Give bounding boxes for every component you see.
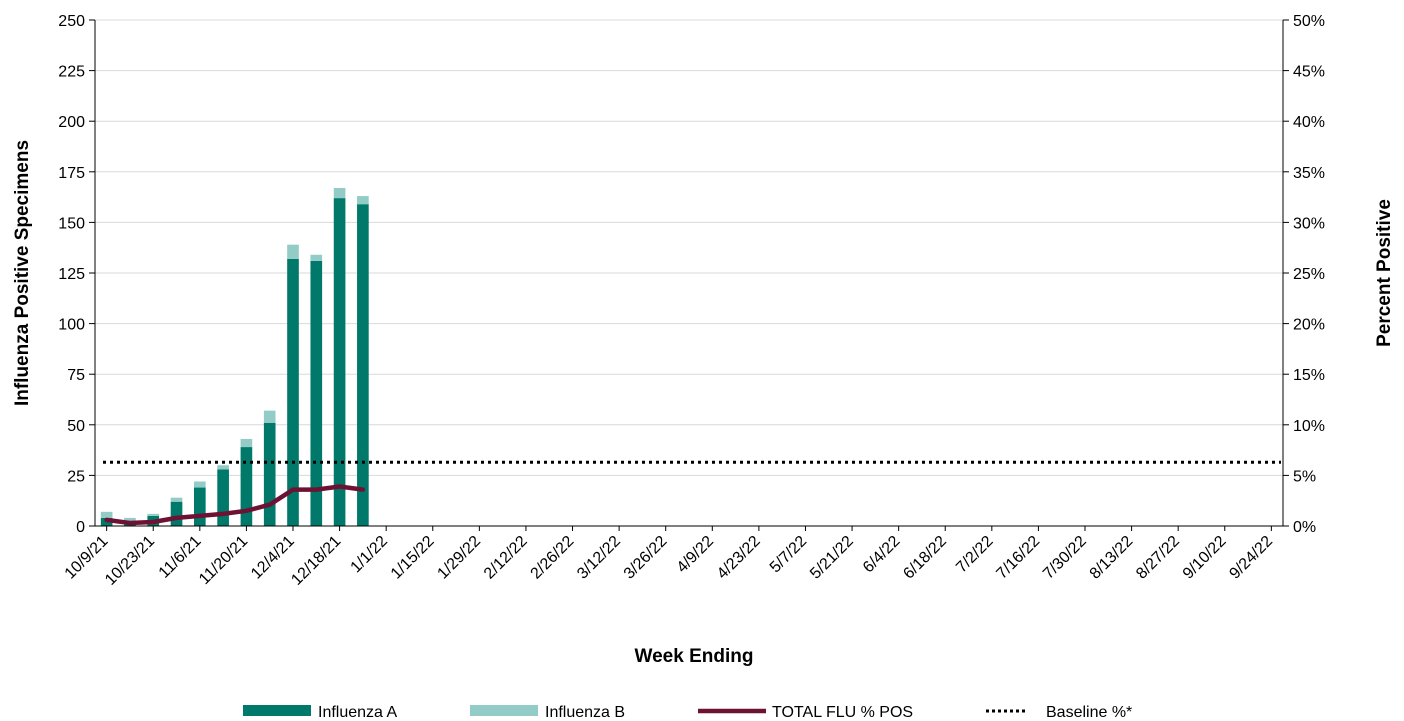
- bar-influenza-a: [357, 204, 369, 526]
- left-axis-ticks: 0 25 50 75 100 125 150 175 200 225 250: [58, 13, 95, 536]
- legend-swatch-influenza-a: [243, 705, 311, 716]
- x-tick-label: 4/9/22: [674, 533, 718, 577]
- y-tick-label: 50: [67, 418, 85, 435]
- bars: [100, 187, 369, 526]
- y2-tick-label: 5%: [1293, 468, 1316, 485]
- y2-tick-label: 35%: [1293, 165, 1325, 182]
- bar-influenza-b: [124, 517, 136, 522]
- x-tick-label: 2/26/22: [528, 533, 578, 583]
- y2-tick-label: 45%: [1293, 64, 1325, 81]
- y-tick-label: 100: [58, 317, 85, 334]
- bar-influenza-a: [263, 422, 276, 526]
- y2-tick-label: 40%: [1293, 114, 1325, 131]
- bar-influenza-b: [240, 438, 253, 448]
- bar-influenza-a: [287, 258, 299, 526]
- bar-influenza-b: [357, 196, 369, 205]
- right-axis-ticks: 0% 5% 10% 15% 20% 25% 30% 35% 40% 45% 50%: [1283, 13, 1325, 536]
- x-tick-label: 1/29/22: [434, 533, 484, 583]
- y-tick-label: 225: [58, 64, 85, 81]
- x-tick-label: 9/24/22: [1226, 533, 1276, 583]
- bar-influenza-b: [310, 254, 323, 261]
- legend-swatch-influenza-b: [470, 705, 538, 716]
- x-tick-label: 8/27/22: [1133, 533, 1183, 583]
- x-tick-label: 4/23/22: [714, 533, 764, 583]
- x-tick-label: 9/10/22: [1180, 533, 1230, 583]
- x-tick-label: 1/15/22: [388, 533, 438, 583]
- y-tick-label: 25: [67, 468, 85, 485]
- y2-tick-label: 50%: [1293, 13, 1325, 30]
- y2-tick-label: 0%: [1293, 519, 1316, 536]
- x-tick-label: 12/18/21: [288, 533, 344, 589]
- legend: Influenza A Influenza B TOTAL FLU % POS …: [243, 704, 1132, 721]
- x-axis-ticks: 10/9/2110/23/2111/6/2111/20/2112/4/2112/…: [62, 526, 1276, 589]
- y2-tick-label: 10%: [1293, 418, 1325, 435]
- bar-influenza-b: [333, 187, 346, 199]
- x-tick-label: 8/13/22: [1087, 533, 1137, 583]
- bar-influenza-a: [170, 501, 183, 526]
- bar-influenza-a: [240, 447, 253, 526]
- y2-axis-title: Percent Positive: [1374, 199, 1395, 347]
- y-tick-label: 125: [58, 266, 85, 283]
- bar-influenza-b: [217, 465, 229, 470]
- bar-influenza-b: [147, 513, 160, 516]
- x-tick-label: 2/12/22: [481, 533, 531, 583]
- x-tick-label: 7/30/22: [1040, 533, 1090, 583]
- y-tick-label: 75: [67, 367, 85, 384]
- y-tick-label: 150: [58, 215, 85, 232]
- y-tick-label: 175: [58, 165, 85, 182]
- x-tick-label: 6/18/22: [900, 533, 950, 583]
- bar-influenza-b: [170, 497, 183, 502]
- y-tick-label: 200: [58, 114, 85, 131]
- bar-influenza-b: [287, 244, 299, 259]
- y2-tick-label: 15%: [1293, 367, 1325, 384]
- bar-influenza-a: [310, 260, 323, 526]
- gridlines: [95, 19, 1283, 476]
- x-tick-label: 5/21/22: [807, 533, 857, 583]
- x-tick-label: 1/1/22: [348, 533, 392, 577]
- x-tick-label: 5/7/22: [767, 533, 811, 577]
- x-tick-label: 3/12/22: [574, 533, 624, 583]
- bar-influenza-a: [194, 487, 206, 526]
- total-flu-pos-line: [104, 484, 366, 526]
- y2-tick-label: 25%: [1293, 266, 1325, 283]
- x-tick-label: 3/26/22: [621, 533, 671, 583]
- y-axis-title: Influenza Positive Specimens: [12, 140, 33, 406]
- legend-label-baseline: Baseline %*: [1046, 704, 1132, 721]
- legend-label-total-flu-pos: TOTAL FLU % POS: [772, 704, 913, 721]
- y-tick-label: 250: [58, 13, 85, 30]
- legend-label-influenza-b: Influenza B: [545, 704, 625, 721]
- x-tick-label: 6/4/22: [860, 533, 904, 577]
- x-axis-title: Week Ending: [635, 646, 754, 667]
- legend-label-influenza-a: Influenza A: [318, 704, 398, 721]
- bar-influenza-a: [333, 198, 346, 526]
- x-tick-label: 7/16/22: [993, 533, 1043, 583]
- lines: [103, 460, 1281, 526]
- bar-influenza-b: [194, 481, 206, 488]
- bar-influenza-b: [263, 410, 276, 423]
- y-tick-label: 0: [76, 519, 85, 536]
- x-tick-label: 10/23/21: [102, 533, 158, 589]
- y2-tick-label: 30%: [1293, 215, 1325, 232]
- x-tick-label: 7/2/22: [953, 533, 997, 577]
- bar-influenza-a: [217, 469, 229, 526]
- bar-influenza-b: [100, 511, 113, 518]
- x-tick-label: 11/20/21: [196, 533, 251, 588]
- y2-tick-label: 20%: [1293, 317, 1325, 334]
